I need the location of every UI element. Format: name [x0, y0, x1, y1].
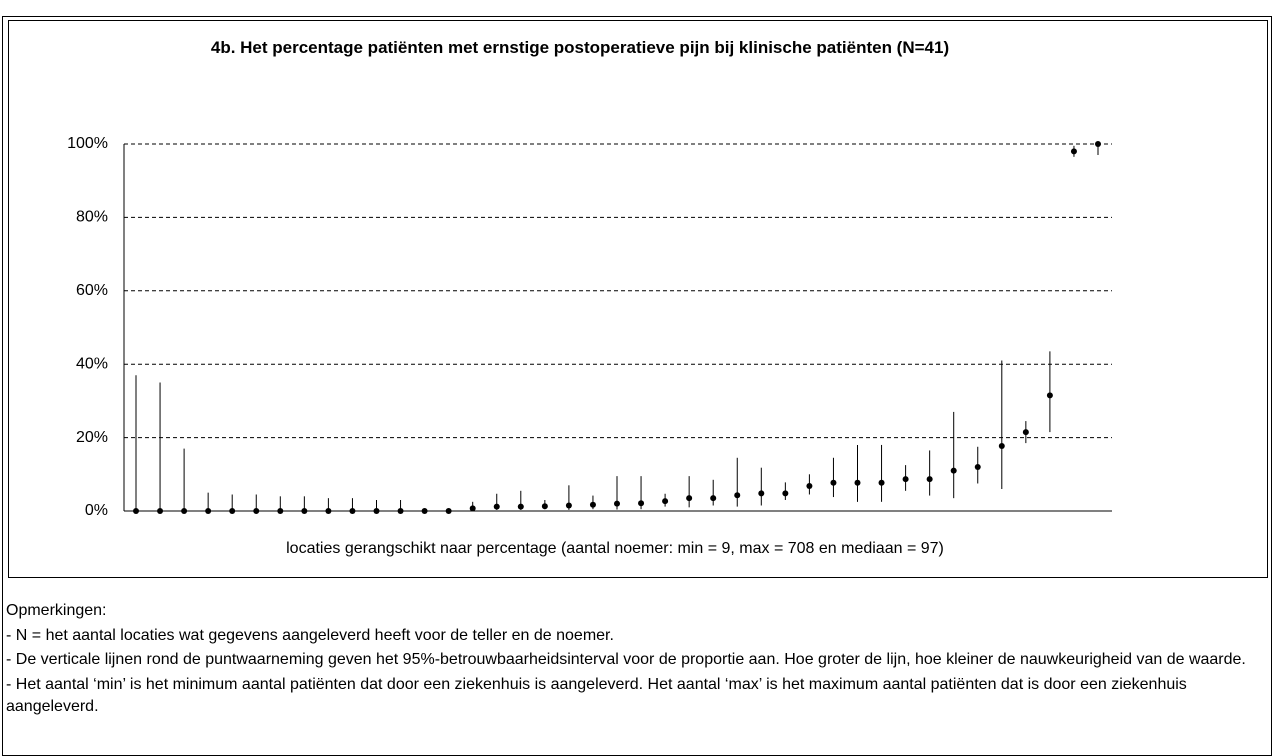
point [349, 508, 356, 514]
point [998, 443, 1005, 450]
x-axis-label: locaties gerangschikt naar percentage (a… [286, 540, 944, 557]
point [1022, 429, 1029, 436]
y-tick-label: 20% [76, 429, 108, 446]
point [277, 508, 284, 514]
point [133, 508, 139, 514]
point [469, 505, 476, 512]
point [854, 479, 861, 486]
y-tick-label: 80% [76, 209, 108, 226]
point [830, 479, 837, 486]
point [950, 467, 957, 474]
notes: Opmerkingen: - N = het aantal locaties w… [6, 598, 1268, 719]
point [589, 501, 596, 508]
point [614, 500, 620, 507]
note: - Het aantal ‘min’ is het minimum aantal… [6, 675, 1187, 716]
point [253, 508, 260, 514]
chart-title: 4b. Het percentage patiënten met ernstig… [210, 38, 950, 57]
point [686, 495, 693, 502]
point [205, 508, 212, 514]
point [421, 508, 428, 514]
point [662, 498, 669, 505]
point [974, 463, 981, 470]
point [373, 508, 380, 514]
point [229, 508, 236, 514]
point [325, 508, 332, 514]
y-tick-label: 0% [85, 502, 108, 519]
chart: 0% 20% 40% 60% 80% 100% locaties gerangschikt … [67, 135, 1112, 557]
point [565, 502, 572, 509]
note: - De verticale lijnen rond de puntwaarne… [6, 651, 1246, 668]
point [926, 476, 933, 483]
point [1046, 392, 1053, 399]
point [878, 479, 885, 486]
point [181, 508, 188, 514]
point [902, 476, 909, 483]
point [301, 508, 308, 514]
point [397, 508, 404, 514]
point [734, 492, 741, 499]
point [710, 495, 717, 502]
chart-box [8, 20, 1268, 578]
point [782, 490, 789, 497]
point [1070, 148, 1077, 155]
point [541, 503, 548, 510]
y-tick-label: 40% [76, 355, 108, 372]
point [806, 483, 813, 490]
point [758, 490, 765, 497]
point [493, 503, 500, 510]
notes-heading: Opmerkingen: [6, 602, 107, 619]
point [157, 508, 164, 514]
point [445, 508, 452, 514]
y-tick-label: 60% [76, 282, 108, 299]
note: - N = het aantal locaties wat gegevens a… [6, 626, 614, 644]
point [638, 500, 645, 507]
point [1095, 141, 1101, 147]
y-tick-label: 100% [67, 135, 108, 152]
point [517, 503, 524, 510]
